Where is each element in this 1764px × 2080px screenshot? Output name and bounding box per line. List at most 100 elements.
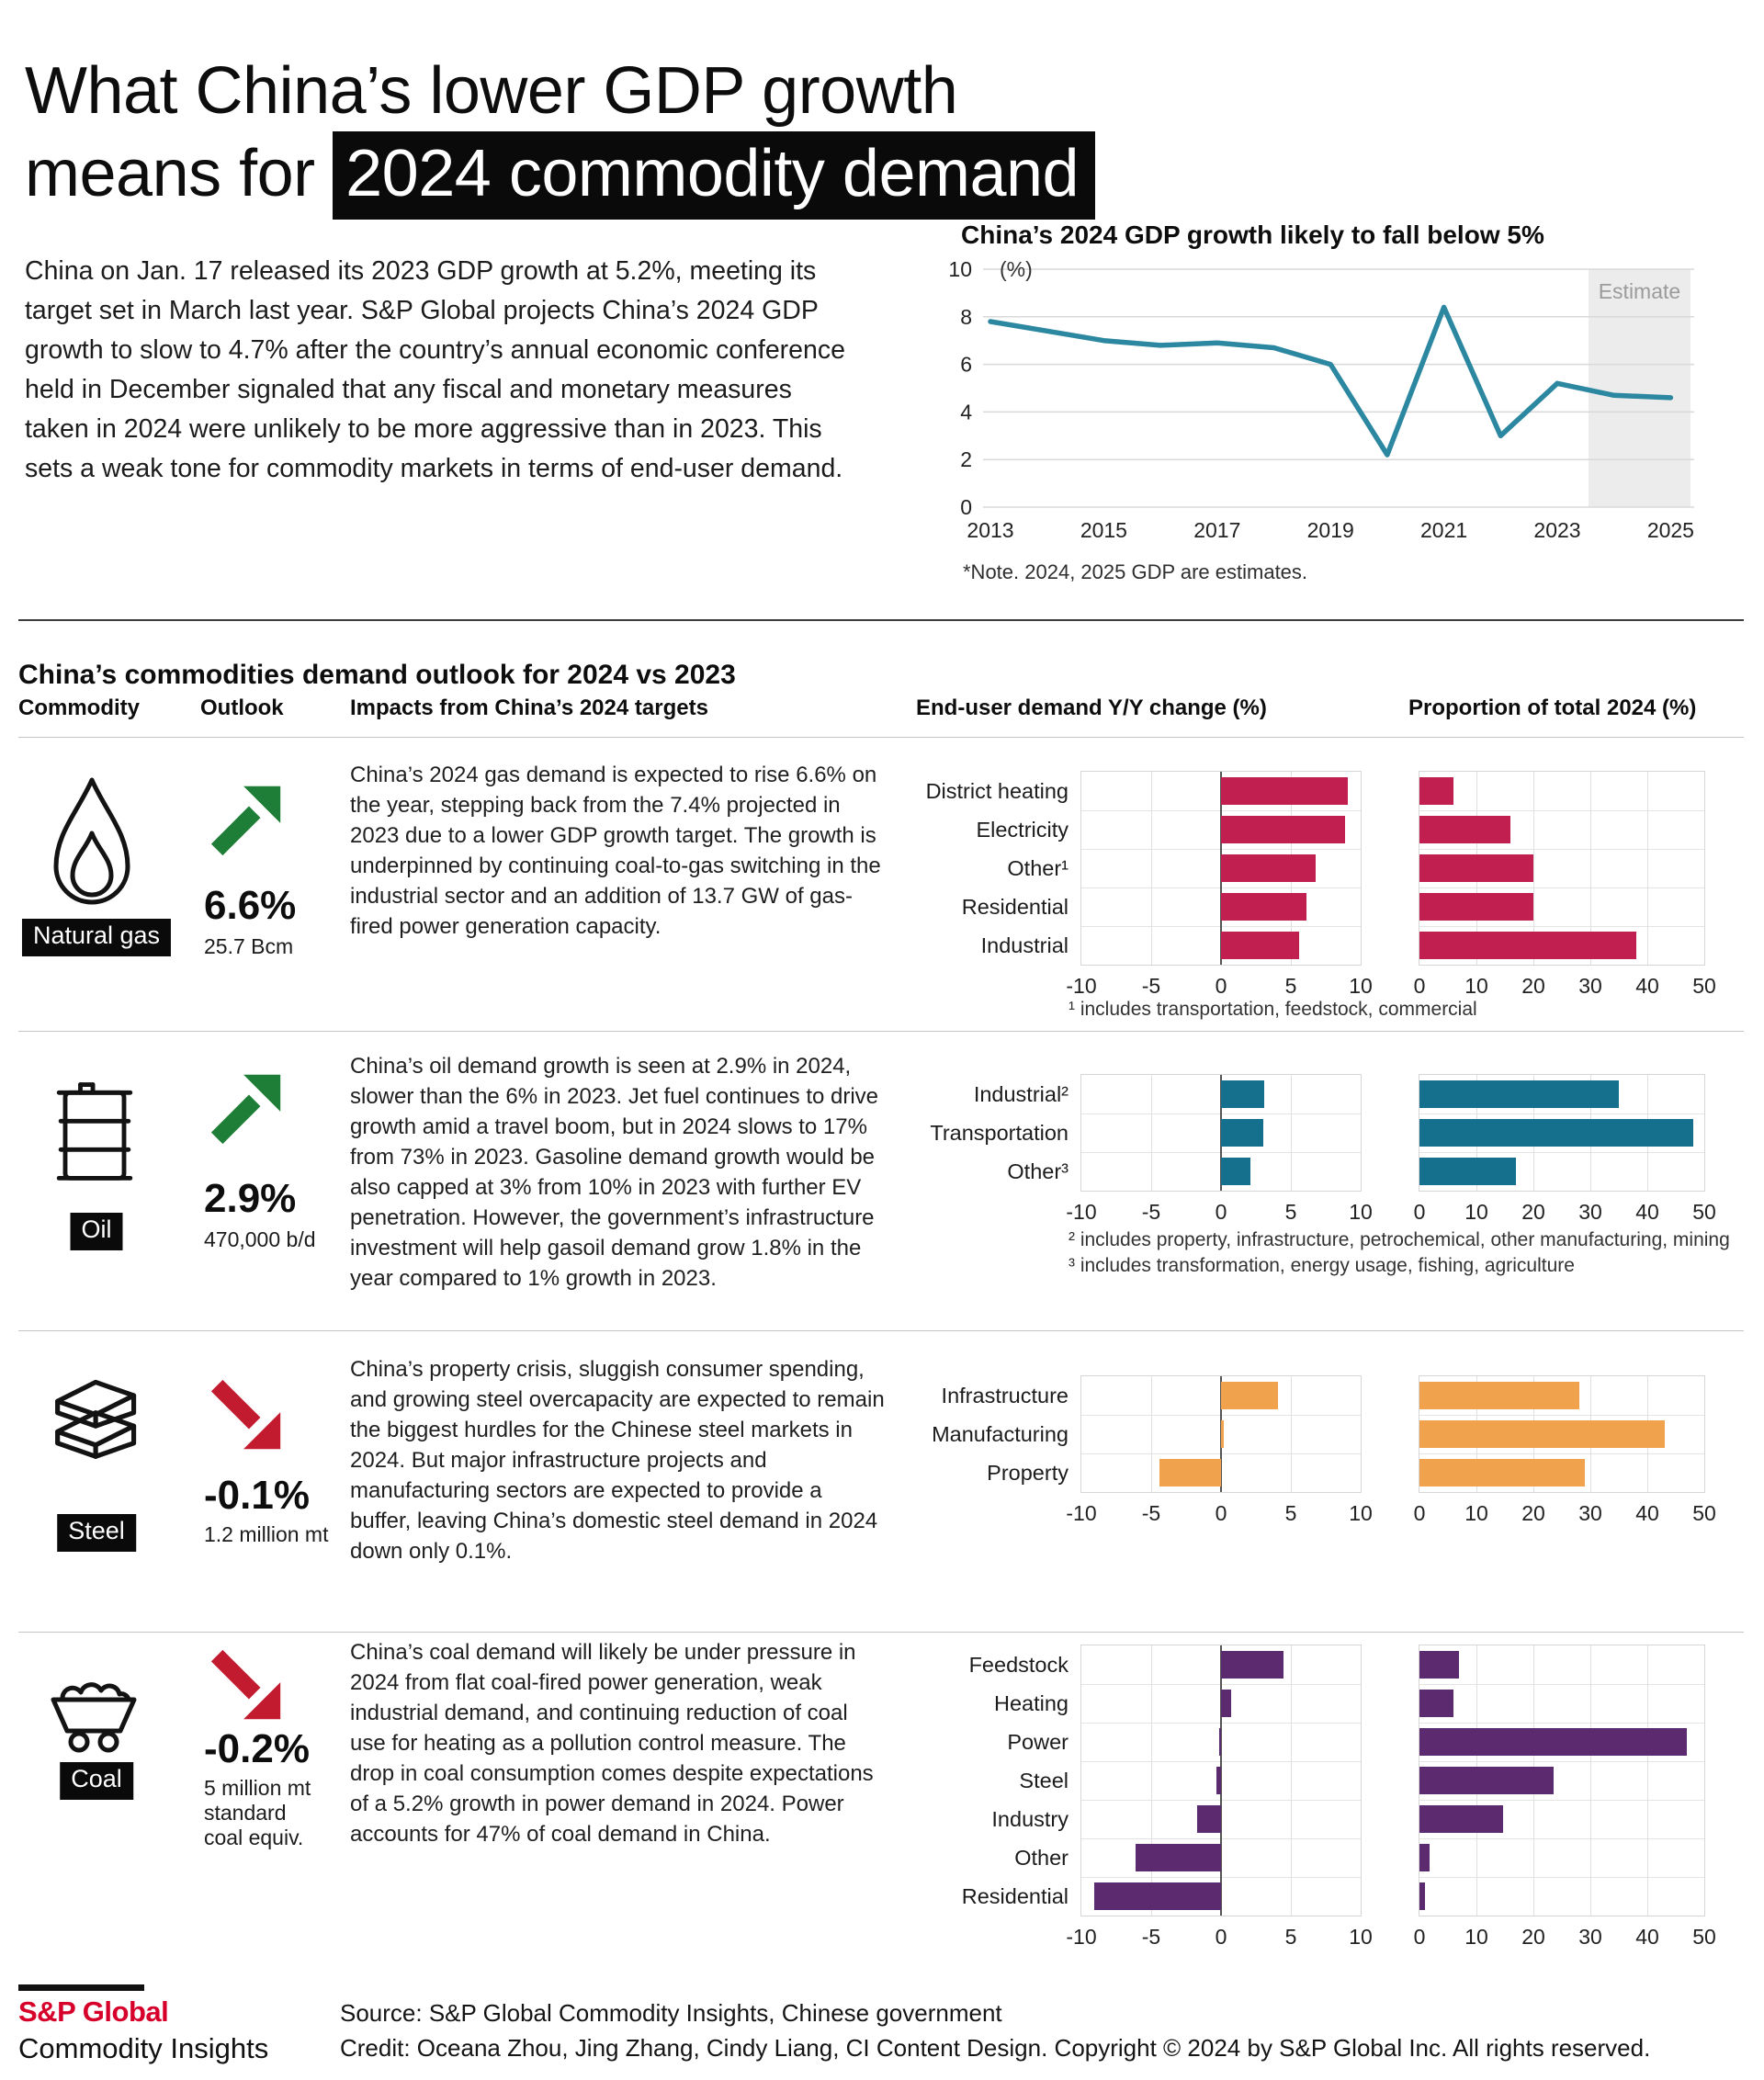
axis-tick-label: 20 <box>1521 1501 1545 1525</box>
bar <box>1159 1459 1221 1487</box>
row-divider <box>18 1330 1744 1331</box>
axis-tick-label: 50 <box>1692 1925 1716 1949</box>
bar <box>1221 816 1346 843</box>
bar <box>1419 816 1511 843</box>
bar <box>1419 1805 1503 1833</box>
chart-footnote: ² includes property, infrastructure, pet… <box>1069 1229 1730 1250</box>
chart-coal-yoy: -10 -5 0 5 10 Feedstock Heating Power Steel Indus… <box>962 1645 1373 1949</box>
axis-tick-label: 5 <box>1284 1501 1297 1525</box>
bar <box>1419 1420 1665 1448</box>
bar <box>1419 1382 1579 1409</box>
gridline <box>1589 1645 1591 1916</box>
axis-tick-label: 40 <box>1635 974 1659 998</box>
gdp-line-chart: 0 2 4 6 8 10 (%) 2013 2015 2017 2019 2021 2023 2025 Es… <box>948 258 1694 542</box>
axis-tick-label: -5 <box>1141 1925 1161 1949</box>
impact-text: China’s property crisis, sluggish consum… <box>350 1357 885 1564</box>
impact-text: China’s 2024 gas demand is expected to r… <box>350 763 881 939</box>
chart-oil-share: 0 10 20 30 40 50 <box>1414 1074 1716 1224</box>
outlook-percent: -0.1% <box>204 1473 310 1518</box>
axis-tick-label: -10 <box>1066 1925 1097 1949</box>
axis-tick-label: -5 <box>1141 1200 1161 1224</box>
y-axis-label: 8 <box>960 305 972 329</box>
y-axis-label: 10 <box>948 258 972 281</box>
logo-bar <box>18 1984 144 1991</box>
outlook-percent: 2.9% <box>204 1176 297 1221</box>
page-title-line2: means for 2024 commodity demand <box>25 131 1096 220</box>
bar <box>1419 1119 1693 1147</box>
bar <box>1221 1651 1284 1679</box>
col-header-outlook: Outlook <box>200 695 284 720</box>
gridline <box>1290 1075 1292 1191</box>
x-axis-label: 2023 <box>1533 518 1580 542</box>
logo-line2: Commodity Insights <box>18 2032 269 2064</box>
axis-tick-label: 0 <box>1215 974 1227 998</box>
bar <box>1419 1882 1425 1910</box>
chart-oil-yoy: -10 -5 0 5 10 Industrial² Transportation Other³ <box>930 1074 1373 1224</box>
row-divider <box>18 1031 1744 1032</box>
gridline <box>1150 772 1152 965</box>
x-axis-label: 2021 <box>1420 518 1467 542</box>
impact-text: China’s oil demand growth is seen at 2.9… <box>350 1054 879 1291</box>
down-trend-arrow-icon <box>206 1645 283 1726</box>
bar <box>1221 1690 1231 1717</box>
commodity-row-oil: Oil 2.9% 470,000 b/d China’s oil demand … <box>0 1031 1764 1330</box>
page-title: What China’s lower GDP growth means for … <box>25 50 1096 220</box>
gridline <box>1290 1645 1292 1916</box>
bar <box>1221 1420 1225 1448</box>
steel-beams-icon <box>40 1373 145 1476</box>
estimate-label: Estimate <box>1599 279 1680 303</box>
sp-global-logo: S&P Global Commodity Insights <box>18 1984 268 2065</box>
bar <box>1093 1882 1221 1910</box>
category-label: Property <box>987 1461 1069 1485</box>
axis-tick-label: 0 <box>1215 1501 1227 1525</box>
category-label: District heating <box>925 779 1069 803</box>
outlook-unit: 1.2 million mt <box>204 1522 329 1546</box>
axis-tick-label: 40 <box>1635 1925 1659 1949</box>
bar <box>1221 893 1306 921</box>
axis-tick-label: 0 <box>1413 1501 1426 1525</box>
category-label: Industrial <box>980 933 1069 957</box>
bar <box>1419 1690 1454 1717</box>
gridline <box>1419 1684 1704 1685</box>
axis-tick-label: 20 <box>1521 974 1545 998</box>
axis-tick-label: 5 <box>1284 1200 1297 1224</box>
category-label: Feedstock <box>968 1653 1069 1677</box>
axis-tick-label: 10 <box>1464 1501 1488 1525</box>
axis-tick-label: 30 <box>1578 974 1602 998</box>
bar <box>1197 1805 1221 1833</box>
x-axis-label: 2019 <box>1307 518 1354 542</box>
axis-tick-label: 20 <box>1521 1200 1545 1224</box>
category-label: Residential <box>961 895 1069 919</box>
category-label: Manufacturing <box>932 1422 1069 1446</box>
outlook-unit: 5 million mt standard coal equiv. <box>204 1776 311 1849</box>
col-header-proportion: Proportion of total 2024 (%) <box>1408 695 1697 720</box>
bar <box>1216 1767 1221 1794</box>
axis-tick-label: 0 <box>1413 1200 1426 1224</box>
bar <box>1221 1080 1265 1108</box>
bar <box>1419 777 1454 805</box>
bar <box>1221 932 1300 959</box>
axis-tick-label: 0 <box>1215 1200 1227 1224</box>
bar <box>1419 1767 1554 1794</box>
zero-axis-line <box>1220 1645 1222 1916</box>
gridline <box>1419 1877 1704 1878</box>
bar <box>1419 1728 1688 1756</box>
axis-tick-label: 0 <box>1413 1925 1426 1949</box>
y-axis-label: 4 <box>960 400 972 424</box>
category-label: Steel <box>1019 1769 1069 1792</box>
axis-tick-label: 10 <box>1464 974 1488 998</box>
y-axis-unit-label: (%) <box>1000 258 1033 281</box>
axis-tick-label: 10 <box>1464 1200 1488 1224</box>
axis-tick-label: 5 <box>1284 974 1297 998</box>
axis-tick-label: 40 <box>1635 1200 1659 1224</box>
gridline <box>1532 772 1534 965</box>
coal-cart-icon <box>42 1667 145 1759</box>
category-label: Other <box>1014 1846 1069 1870</box>
row-divider <box>18 1632 1744 1633</box>
gridline <box>1419 810 1704 811</box>
axis-tick-label: -5 <box>1141 974 1161 998</box>
credit-text: Credit: Oceana Zhou, Jing Zhang, Cindy L… <box>340 2034 1651 2062</box>
bar <box>1419 893 1533 921</box>
outlook-percent: -0.2% <box>204 1726 310 1771</box>
gridline <box>1419 1838 1704 1839</box>
